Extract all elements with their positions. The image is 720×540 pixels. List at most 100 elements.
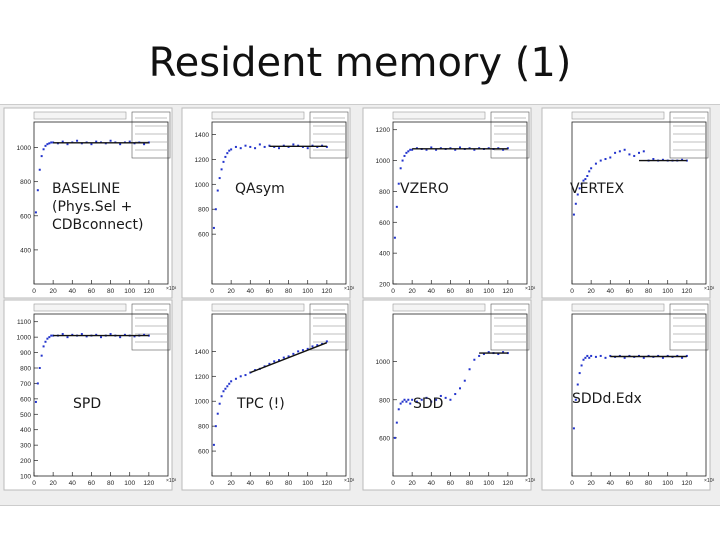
plot-label: SDDd.Edx <box>572 391 642 407</box>
data-point <box>48 336 51 339</box>
y-tick-label: 1000 <box>195 182 210 189</box>
x-tick-label: 60 <box>626 480 634 487</box>
data-point <box>143 143 146 146</box>
x-axis-exponent: ×10³ <box>525 286 535 292</box>
data-point <box>34 211 37 214</box>
data-point <box>66 336 69 339</box>
data-point <box>409 402 412 405</box>
y-tick-label: 800 <box>379 189 390 196</box>
x-tick-label: 40 <box>607 480 615 487</box>
data-point <box>411 148 414 151</box>
data-point <box>425 396 428 399</box>
x-tick-label: 20 <box>228 288 236 295</box>
data-point <box>661 158 664 161</box>
plot-panel-5: 0 20 40 60 80 100 120 ×10³ 100 200 300 400 500 600 700… <box>3 299 176 491</box>
data-point <box>502 148 505 151</box>
plot-label: TPC (!) <box>237 396 285 412</box>
plot-panel-3: 0 20 40 60 80 100 120 ×10³ 200 400 600 800 1000 1200 <box>362 107 535 299</box>
data-point <box>95 333 98 336</box>
y-tick-label: 900 <box>20 350 31 357</box>
data-point <box>623 356 626 359</box>
x-tick-label: 80 <box>107 288 115 295</box>
y-tick-label: 1000 <box>376 359 391 366</box>
y-tick-label: 800 <box>379 397 390 404</box>
data-point <box>393 436 396 439</box>
stats-box <box>490 303 530 351</box>
data-point <box>50 334 53 337</box>
x-tick-label: 120 <box>143 288 154 295</box>
data-point <box>249 145 252 148</box>
data-point <box>218 402 221 405</box>
slide-title: Resident memory (1) <box>148 40 572 86</box>
data-point <box>273 360 276 363</box>
data-point <box>487 351 490 354</box>
data-point <box>430 146 433 149</box>
x-tick-label: 80 <box>466 480 474 487</box>
x-tick-label: 120 <box>502 288 513 295</box>
x-axis-exponent: ×10³ <box>704 286 714 292</box>
x-tick-label: 100 <box>124 288 135 295</box>
data-point <box>239 147 242 150</box>
x-tick-label: 120 <box>681 480 692 487</box>
histogram-header-box <box>211 303 305 312</box>
data-point <box>576 193 579 196</box>
data-point <box>638 151 640 154</box>
y-tick-label: 400 <box>20 427 31 434</box>
data-point <box>40 354 43 357</box>
plot-panel-4: 0 20 40 60 80 100 120 ×10³ <box>541 107 714 299</box>
histogram-header-box <box>571 111 665 120</box>
x-tick-label: 0 <box>32 288 36 295</box>
data-point <box>44 340 47 343</box>
y-tick-label: 1000 <box>17 145 32 152</box>
data-point <box>85 335 88 338</box>
data-point <box>401 400 404 403</box>
data-point <box>42 148 45 151</box>
data-point <box>220 395 223 398</box>
data-point <box>218 177 221 180</box>
data-point <box>36 189 39 192</box>
data-point <box>234 145 237 148</box>
x-tick-label: 0 <box>570 480 574 487</box>
data-point <box>454 148 457 151</box>
x-tick-label: 40 <box>428 288 436 295</box>
plot-svg: 0 20 40 60 80 100 120 ×10³ 600 800 1000 <box>362 299 535 491</box>
data-point <box>278 359 280 362</box>
plot-svg: 0 20 40 60 80 100 120 ×10³ 600 800 1000 1200 1400 <box>181 299 354 491</box>
y-tick-label: 400 <box>20 247 31 254</box>
data-point <box>230 380 233 383</box>
data-point <box>574 202 577 205</box>
x-tick-label: 0 <box>32 480 36 487</box>
data-point <box>228 382 231 385</box>
data-point <box>258 143 261 146</box>
data-point <box>216 412 219 415</box>
y-tick-label: 1400 <box>195 132 210 139</box>
data-point <box>397 182 400 185</box>
plot-label: VZERO <box>400 181 449 197</box>
data-point <box>594 162 597 165</box>
y-tick-label: 1200 <box>376 127 391 134</box>
data-point <box>36 382 39 385</box>
data-point <box>681 158 684 161</box>
plot-frame <box>392 313 528 477</box>
data-point <box>395 421 398 424</box>
data-point <box>425 148 428 151</box>
x-tick-label: 20 <box>409 480 417 487</box>
data-point <box>459 146 461 149</box>
data-point <box>109 139 112 142</box>
data-point <box>220 168 223 171</box>
data-point <box>244 144 247 147</box>
x-axis-exponent: ×10³ <box>166 478 176 484</box>
x-tick-label: 60 <box>626 288 634 295</box>
data-point <box>444 396 447 399</box>
data-point <box>80 333 83 336</box>
x-tick-label: 100 <box>302 480 313 487</box>
x-tick-label: 100 <box>662 480 673 487</box>
x-tick-label: 120 <box>143 480 154 487</box>
data-point <box>407 398 410 401</box>
x-tick-label: 20 <box>409 288 417 295</box>
x-tick-label: 40 <box>69 288 77 295</box>
x-tick-label: 100 <box>662 288 673 295</box>
data-point <box>582 179 585 182</box>
x-tick-label: 0 <box>391 480 395 487</box>
x-tick-label: 60 <box>447 480 455 487</box>
